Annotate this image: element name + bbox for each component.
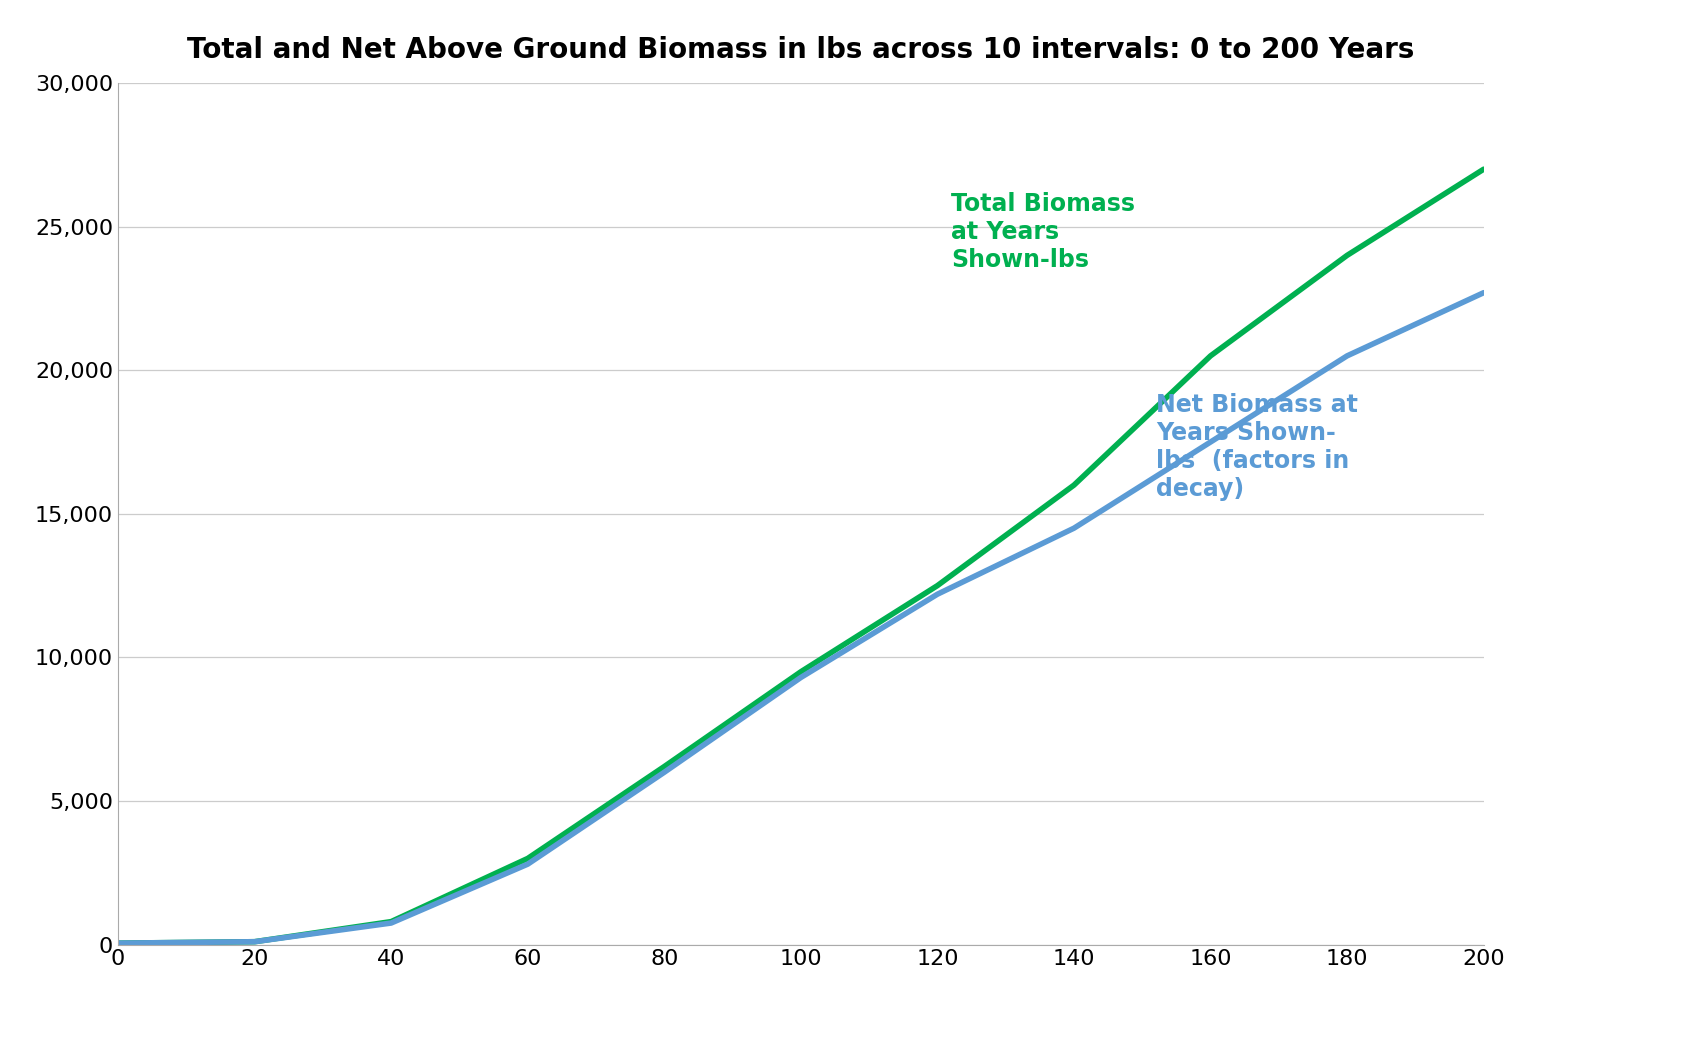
Title: Total and Net Above Ground Biomass in lbs across 10 intervals: 0 to 200 Years: Total and Net Above Ground Biomass in lb… xyxy=(187,36,1415,64)
Text: Total Biomass
at Years
Shown-lbs: Total Biomass at Years Shown-lbs xyxy=(951,192,1135,272)
Text: Net Biomass at
Years Shown-
lbs  (factors in
decay): Net Biomass at Years Shown- lbs (factors… xyxy=(1157,393,1357,500)
